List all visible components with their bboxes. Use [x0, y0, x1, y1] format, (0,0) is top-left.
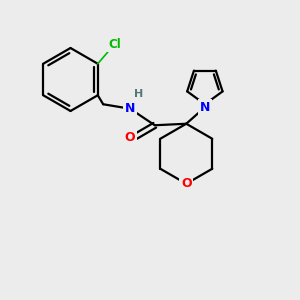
Text: N: N	[125, 102, 135, 115]
Text: H: H	[134, 89, 143, 99]
Text: O: O	[124, 131, 135, 144]
Text: Cl: Cl	[108, 38, 121, 51]
Text: N: N	[200, 101, 210, 114]
Text: O: O	[181, 177, 192, 190]
